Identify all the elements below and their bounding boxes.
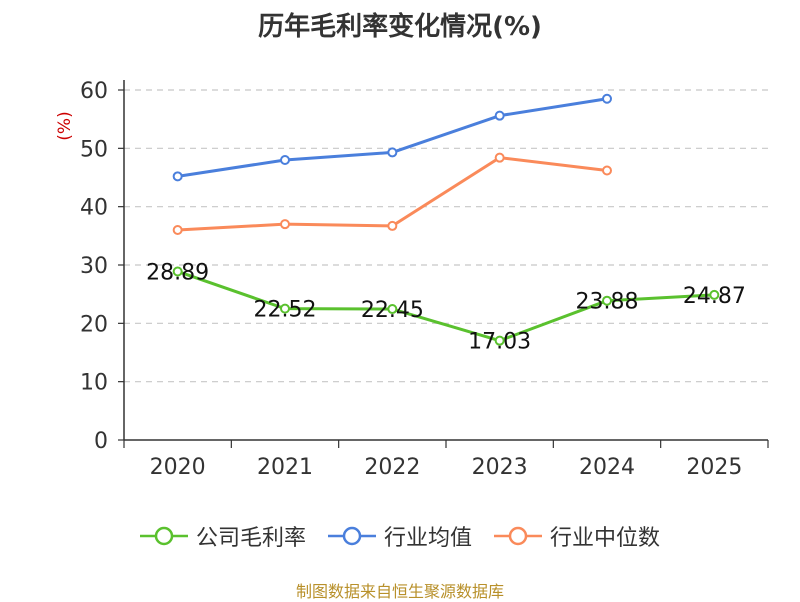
x-tick-label: 2024 [579,455,635,480]
data-point [709,289,720,300]
y-tick-label: 20 [80,312,108,337]
legend-label: 公司毛利率 [195,526,306,551]
data-point [387,304,398,315]
data-label: 23.88 [576,290,639,315]
data-point [280,303,290,314]
series-line-0 [177,270,715,343]
y-tick-label: 0 [94,429,108,454]
data-label: 28.89 [146,260,209,285]
data-label: 17.03 [468,330,531,355]
data-point [387,220,398,231]
x-tick-label: 2021 [257,455,313,480]
y-tick-label: 10 [80,371,108,396]
source-note: 制图数据来自恒生聚源数据库 [295,582,504,601]
data-point [494,335,505,346]
series-line-2 [177,156,608,232]
data-point [602,93,612,104]
data-label: 24.87 [683,284,746,309]
y-tick-label: 60 [80,79,108,104]
legend-item[interactable]: 行业中位数 [494,520,660,552]
y-tick-label: 30 [80,254,108,279]
data-label: 22.52 [254,298,317,323]
legend-item[interactable]: 行业均值 [327,520,472,552]
chart-title: 历年毛利率变化情况(%) [258,12,542,42]
x-tick-label: 2020 [150,455,206,480]
data-point [172,225,183,235]
y-axis-label: (%) [55,111,75,140]
x-tick-label: 2022 [364,455,420,480]
data-point [172,266,183,277]
data-point [602,165,612,176]
legend-item[interactable]: 公司毛利率 [139,520,306,552]
data-point [172,171,183,182]
y-tick-label: 50 [80,137,108,162]
data-point [280,219,290,230]
data-point [494,152,505,163]
data-point [280,155,290,165]
data-point [602,295,612,306]
legend-label: 行业中位数 [550,526,661,551]
data-label: 22.45 [361,298,424,323]
x-tick-label: 2025 [686,455,742,480]
x-tick-label: 2023 [472,455,528,480]
chart-legend: 公司毛利率 行业均值 行业中位数 [0,520,800,552]
series-line-1 [177,97,608,178]
legend-marker-icon [139,526,188,546]
data-point [387,147,398,158]
y-tick-label: 40 [80,196,108,221]
legend-marker-icon [494,526,542,546]
legend-label: 行业均值 [383,526,472,551]
data-point [494,110,505,121]
legend-marker-icon [327,526,376,546]
